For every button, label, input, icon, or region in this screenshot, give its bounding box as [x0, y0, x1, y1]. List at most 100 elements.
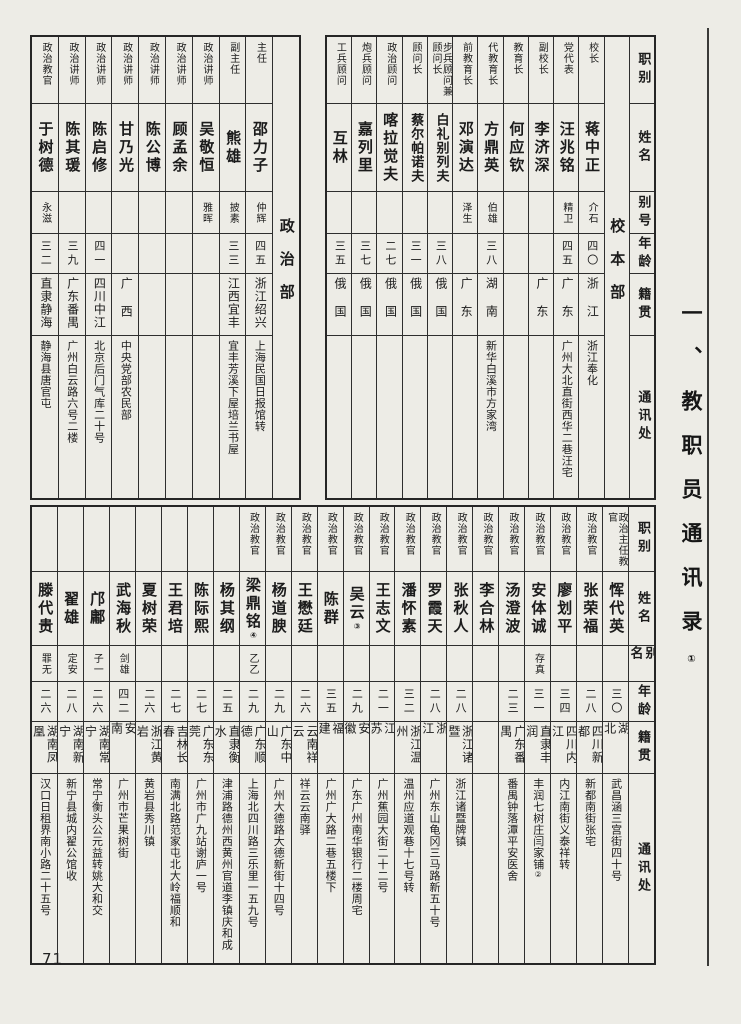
cell-address: 广州广大路二巷五楼下	[317, 773, 343, 963]
cell-name: 汤澄波	[499, 571, 525, 645]
person-role: 副主任	[227, 42, 239, 75]
person-name: 喀拉觉夫	[381, 111, 400, 184]
column-person: 政治主任教官 恽代英三〇 湖北武昌涵三宫街四十号	[602, 507, 629, 963]
person-role: 政治主任教官	[605, 512, 628, 567]
cell-origin: 浙江	[421, 721, 447, 773]
cell-alias: 雅晖	[192, 191, 219, 233]
person-name: 恽代英	[607, 581, 626, 636]
header-cell-label: 姓名	[634, 590, 650, 627]
column-person: 工兵顾问 互林 三五 俄国	[326, 37, 352, 498]
cell-age	[112, 233, 139, 273]
person-origin: 安徽	[343, 722, 369, 750]
person-name: 潘怀素	[399, 581, 418, 636]
person-alias: 永滋	[39, 201, 51, 224]
cell-role: 副主任	[220, 37, 246, 103]
cell-address: 内江南街义泰祥转	[551, 773, 577, 963]
cell-role	[84, 507, 109, 571]
person-address: 宜丰芳溪下屋培兰书屋	[226, 340, 240, 455]
cell-origin: 俄国	[326, 273, 352, 335]
cell-name: 罗霞天	[421, 571, 447, 645]
person-address: 武昌涵三宫街四十号	[609, 778, 623, 882]
header-cell-label: 年龄	[634, 683, 650, 720]
cell-alias	[447, 645, 473, 681]
person-role: 政治讲师	[174, 42, 186, 86]
person-name: 嘉列里	[355, 120, 374, 175]
person-address: 丰润七树庄闫家铺②	[531, 778, 545, 879]
person-name: 顾孟余	[170, 120, 189, 175]
person-age: 三五	[324, 687, 338, 716]
person-age: 二七	[168, 687, 182, 716]
cell-name: 吴云③	[343, 571, 369, 645]
cell-age: 三九	[58, 233, 85, 273]
cell-role: 校长	[579, 37, 603, 103]
person-name-footnote: ④	[248, 631, 258, 640]
cell-origin: 湖北	[603, 721, 629, 773]
person-age: 三九	[66, 239, 80, 268]
cell-alias	[528, 191, 554, 233]
person-origin: 俄国	[332, 276, 347, 333]
person-address: 广州蕉园大街二十二号	[376, 778, 390, 893]
person-address: 浙江诸暨牌镇	[453, 778, 467, 847]
person-role: 副校长	[536, 42, 548, 75]
cell-address: 宜丰芳溪下屋培兰书屋	[219, 335, 246, 498]
cell-role: 主任	[246, 37, 272, 103]
cell-age: 二八	[421, 681, 447, 721]
person-age: 二六	[90, 687, 104, 716]
cell-alias: 泽生	[453, 191, 478, 233]
column-person: 武海秋 剑雄 四二 安南 广州市芒果树街	[108, 507, 135, 963]
person-name: 杨道腴	[269, 581, 288, 636]
person-age: 三八	[484, 239, 498, 268]
cell-age: 四二	[109, 681, 135, 721]
person-origin: 直隶丰润	[525, 725, 551, 764]
column-person: 政治教官 杨道腴 二九 广东中山 广州大德路大德新街十四号	[264, 507, 291, 963]
header-cell-label: 职别	[635, 52, 651, 88]
cell-role: 政治讲师	[139, 37, 165, 103]
cell-age: 二六	[84, 681, 109, 721]
cell-name: 邝鄘	[84, 571, 109, 645]
person-name: 王君培	[165, 581, 184, 636]
person-name: 滕代贵	[36, 581, 55, 636]
cell-name: 李合林	[473, 571, 499, 645]
cell-age: 二五	[213, 681, 239, 721]
cell-alias	[369, 645, 395, 681]
cell-origin: 直隶静海	[32, 273, 58, 335]
cell-alias: 伯雄	[478, 191, 503, 233]
person-name: 蔡尔帕诺夫	[408, 112, 424, 183]
cell-alias	[213, 645, 239, 681]
cell-age	[166, 233, 192, 273]
cell-name: 廖划平	[551, 571, 577, 645]
cell-origin	[192, 273, 219, 335]
cell-name: 邓演达	[453, 103, 478, 191]
column-person: 政治教官 于树德 永滋 三二 直隶静海 静海县唐官屯	[32, 37, 58, 498]
cell-address	[503, 335, 528, 498]
cell-name: 喀拉觉夫	[377, 103, 402, 191]
cell-role: 政治教官	[318, 507, 343, 571]
person-role: 政治教官	[377, 512, 389, 556]
header-cell-label: 籍贯	[635, 286, 651, 323]
cell-age: 四〇	[579, 233, 604, 273]
cell-age: 三四	[551, 681, 577, 721]
cell-role: 政治教官	[421, 507, 446, 571]
column-person: 炮兵顾问 嘉列里 三七 俄国	[351, 37, 377, 498]
cell-age: 三〇	[603, 681, 629, 721]
person-origin: 浙江	[585, 276, 600, 333]
person-name: 陈公博	[143, 120, 162, 175]
cell-name: 武海秋	[109, 571, 135, 645]
person-age: 二八	[428, 687, 442, 716]
cell-origin: 俄国	[402, 273, 427, 335]
cell-name: 邵力子	[246, 103, 273, 191]
person-name: 甘乃光	[116, 120, 135, 175]
person-origin: 江苏	[369, 722, 395, 750]
column-person: 滕代贵 罪无 二六 湖南凤凰 汉口日租界南小路二十五号	[32, 507, 58, 963]
cell-origin: 安南	[109, 721, 135, 773]
column-person: 政治讲师 陈其瑗 三九 广东番禺 广州白云路六号二楼	[57, 37, 85, 498]
cell-origin: 广东中山	[265, 721, 291, 773]
column-person: 夏树荣 二六 浙江黄岩 黄岩县秀川镇	[134, 507, 161, 963]
person-role: 教育长	[510, 42, 522, 75]
column-person: 政治教官 王懋廷 二六 云南祥云 祥云云南驿	[290, 507, 317, 963]
person-origin: 江西宜丰	[226, 277, 241, 329]
column-person: 政治讲师 甘乃光 广西 中央党部农民部	[111, 37, 139, 498]
cell-alias	[343, 645, 369, 681]
cell-age: 二七	[187, 681, 213, 721]
cell-name: 熊雄	[219, 103, 246, 191]
